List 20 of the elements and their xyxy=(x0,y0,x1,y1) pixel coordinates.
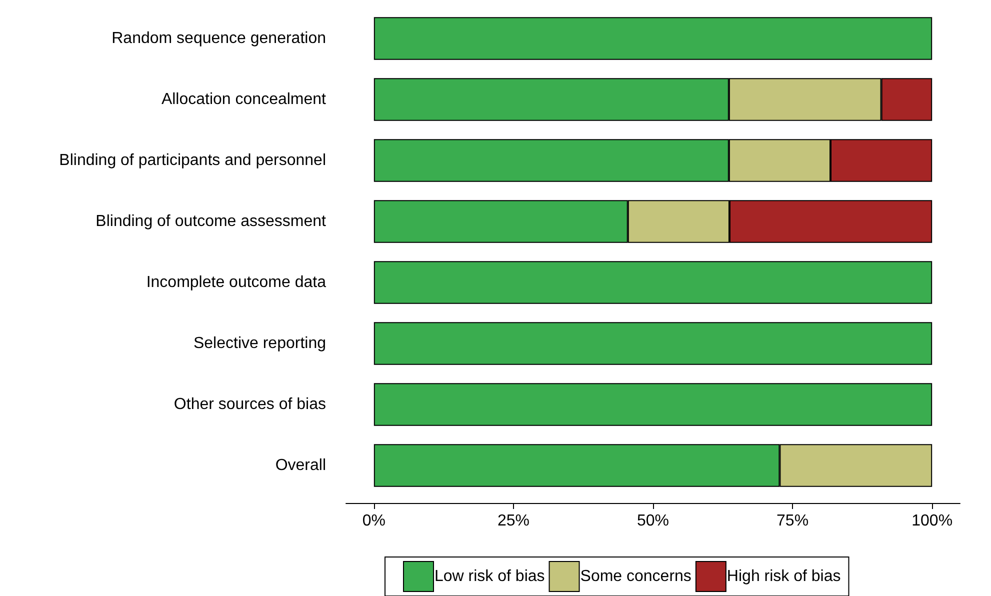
y-tick-label: Random sequence generation xyxy=(112,30,326,47)
y-tick-label: Overall xyxy=(275,457,326,474)
x-tick-label: 50% xyxy=(636,512,670,530)
bar xyxy=(374,17,932,60)
legend-label: Low risk of bias xyxy=(434,568,545,585)
x-tick-label: 100% xyxy=(912,512,953,530)
y-tick-label: Other sources of bias xyxy=(174,396,326,413)
bar xyxy=(374,383,932,426)
y-tick-label: Selective reporting xyxy=(193,335,326,352)
bar xyxy=(374,322,932,365)
legend-label: Some concerns xyxy=(580,568,692,585)
y-tick-label: Blinding of outcome assessment xyxy=(96,213,327,230)
x-tick-label: 25% xyxy=(497,512,530,530)
bar xyxy=(374,261,932,304)
legend-label: High risk of bias xyxy=(726,568,841,585)
x-tick-label: 0% xyxy=(362,512,386,530)
y-tick-label: Allocation concealment xyxy=(161,91,327,108)
y-tick-label: Blinding of participants and personnel xyxy=(59,152,326,169)
x-tick-label: 75% xyxy=(776,512,809,530)
y-tick-label: Incomplete outcome data xyxy=(146,274,326,291)
